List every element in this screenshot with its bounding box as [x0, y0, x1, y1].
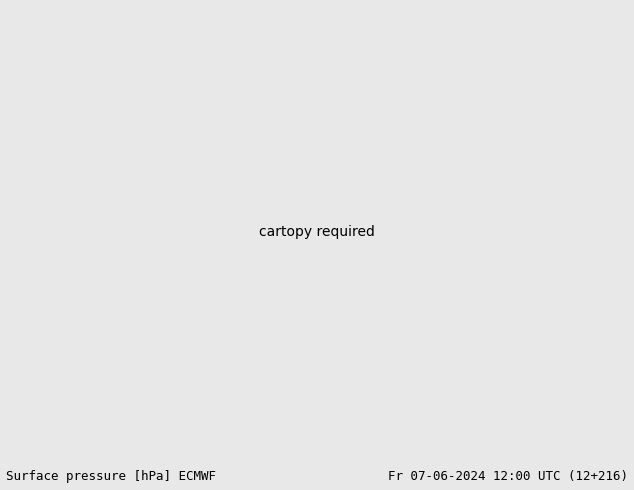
Text: Fr 07-06-2024 12:00 UTC (12+216): Fr 07-06-2024 12:00 UTC (12+216)	[387, 470, 628, 483]
Text: Surface pressure [hPa] ECMWF: Surface pressure [hPa] ECMWF	[6, 470, 216, 483]
Text: cartopy required: cartopy required	[259, 224, 375, 239]
